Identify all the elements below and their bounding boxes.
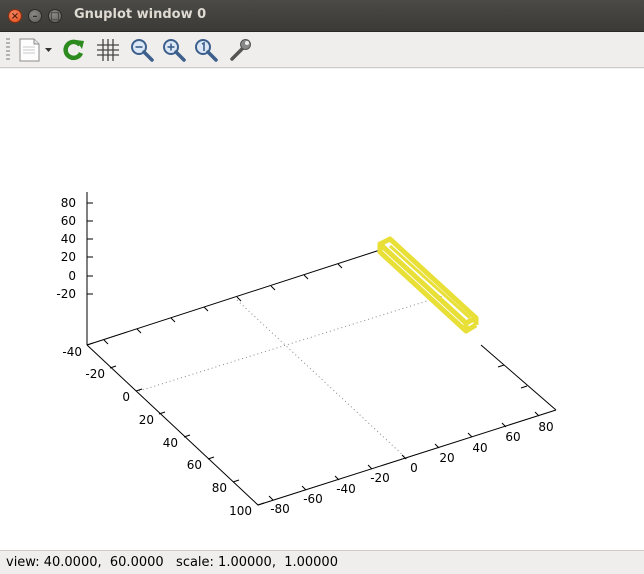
zoom-out-button[interactable] xyxy=(128,36,156,64)
replot-button[interactable] xyxy=(60,36,88,64)
z-axis-labels: 80 60 40 20 0 -20 xyxy=(56,196,76,301)
x-tick-label: 40 xyxy=(472,441,487,455)
box-front-side xyxy=(377,244,469,334)
z-tick-label: -20 xyxy=(56,287,76,301)
x-tick-label: -20 xyxy=(370,471,390,485)
zoom-reset-button[interactable] xyxy=(192,36,220,64)
y-tick-label: 60 xyxy=(187,458,202,472)
grid-button[interactable] xyxy=(94,36,122,64)
grid-line-x0 xyxy=(236,299,408,460)
refresh-icon xyxy=(63,39,84,61)
x-tick-label: -40 xyxy=(336,482,356,496)
maximize-window-button[interactable]: □ xyxy=(48,9,62,23)
right-edge-ticks xyxy=(497,364,528,389)
x-axis-labels: -80 -60 -40 -20 0 20 40 60 80 xyxy=(270,420,553,516)
base-back-edge-left xyxy=(86,249,381,346)
x-tick-label: 0 xyxy=(410,461,418,475)
plot-svg: 80 60 40 20 0 -20 -40 -20 0 20 40 60 80 xyxy=(56,192,557,518)
y-axis-labels: -40 -20 0 20 40 60 80 100 xyxy=(62,345,252,518)
box-inner-edge xyxy=(388,244,472,320)
z-tick-label: 0 xyxy=(68,269,76,283)
title-bar: × – □ Gnuplot window 0 xyxy=(0,0,644,32)
x-tick-label: 60 xyxy=(505,430,520,444)
y-tick-label: -40 xyxy=(62,345,82,359)
status-bar: view: 40.0000, 60.0000 scale: 1.00000, 1… xyxy=(0,550,644,574)
settings-button[interactable] xyxy=(226,36,254,64)
yellow-box xyxy=(377,236,479,334)
y-tick-label: -20 xyxy=(85,367,105,381)
box-bottom-edge xyxy=(464,322,478,334)
x-tick-label: -60 xyxy=(303,492,323,506)
grid-icon xyxy=(97,39,119,61)
z-tick-label: 40 xyxy=(61,232,76,246)
toolbar xyxy=(0,32,644,68)
base-front-edges xyxy=(86,344,557,506)
base-plane xyxy=(86,192,557,506)
x-tick-label: -80 xyxy=(270,502,290,516)
minimize-window-button[interactable]: – xyxy=(28,9,42,23)
z-axis-ticks xyxy=(87,202,93,295)
close-window-button[interactable]: × xyxy=(8,9,22,23)
plot-canvas[interactable]: 80 60 40 20 0 -20 -40 -20 0 20 40 60 80 xyxy=(0,69,644,550)
zoom-in-button[interactable] xyxy=(160,36,188,64)
y-tick-label: 20 xyxy=(139,413,154,427)
base-grid xyxy=(138,295,444,460)
y-axis-ticks xyxy=(86,342,265,506)
window-title: Gnuplot window 0 xyxy=(74,7,207,22)
base-back-edge-right xyxy=(480,344,557,411)
y-tick-label: 40 xyxy=(163,436,178,450)
zoom-reset-icon xyxy=(195,39,218,62)
z-tick-label: 20 xyxy=(61,250,76,264)
back-edge-ticks xyxy=(103,263,343,345)
status-text: view: 40.0000, 60.0000 scale: 1.00000, 1… xyxy=(6,555,338,570)
y-tick-label: 0 xyxy=(122,390,130,404)
z-tick-label: 80 xyxy=(61,196,76,210)
wrench-icon xyxy=(230,39,251,61)
zoom-in-icon xyxy=(163,39,186,62)
y-tick-label: 100 xyxy=(229,504,252,518)
copy-menu-button[interactable] xyxy=(16,36,56,64)
x-axis-ticks xyxy=(268,411,540,501)
toolbar-grip[interactable] xyxy=(6,38,10,62)
x-tick-label: 80 xyxy=(538,420,553,434)
y-tick-label: 80 xyxy=(212,481,227,495)
clipboard-icon xyxy=(19,38,52,62)
z-tick-label: 60 xyxy=(61,214,76,228)
zoom-out-icon xyxy=(131,39,154,62)
grid-line-y0 xyxy=(138,295,444,392)
x-tick-label: 20 xyxy=(439,451,454,465)
